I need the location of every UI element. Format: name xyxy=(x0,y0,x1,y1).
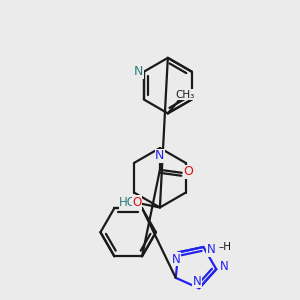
Text: N: N xyxy=(155,149,165,162)
Text: HO: HO xyxy=(119,196,137,209)
Text: N: N xyxy=(172,253,181,266)
Text: O: O xyxy=(184,165,194,178)
Text: N: N xyxy=(220,260,229,273)
Text: N: N xyxy=(193,275,202,288)
Text: N: N xyxy=(134,65,143,78)
Text: N: N xyxy=(207,244,216,256)
Text: O: O xyxy=(133,196,142,209)
Text: CH₃: CH₃ xyxy=(175,89,194,100)
Text: –H: –H xyxy=(219,242,232,252)
